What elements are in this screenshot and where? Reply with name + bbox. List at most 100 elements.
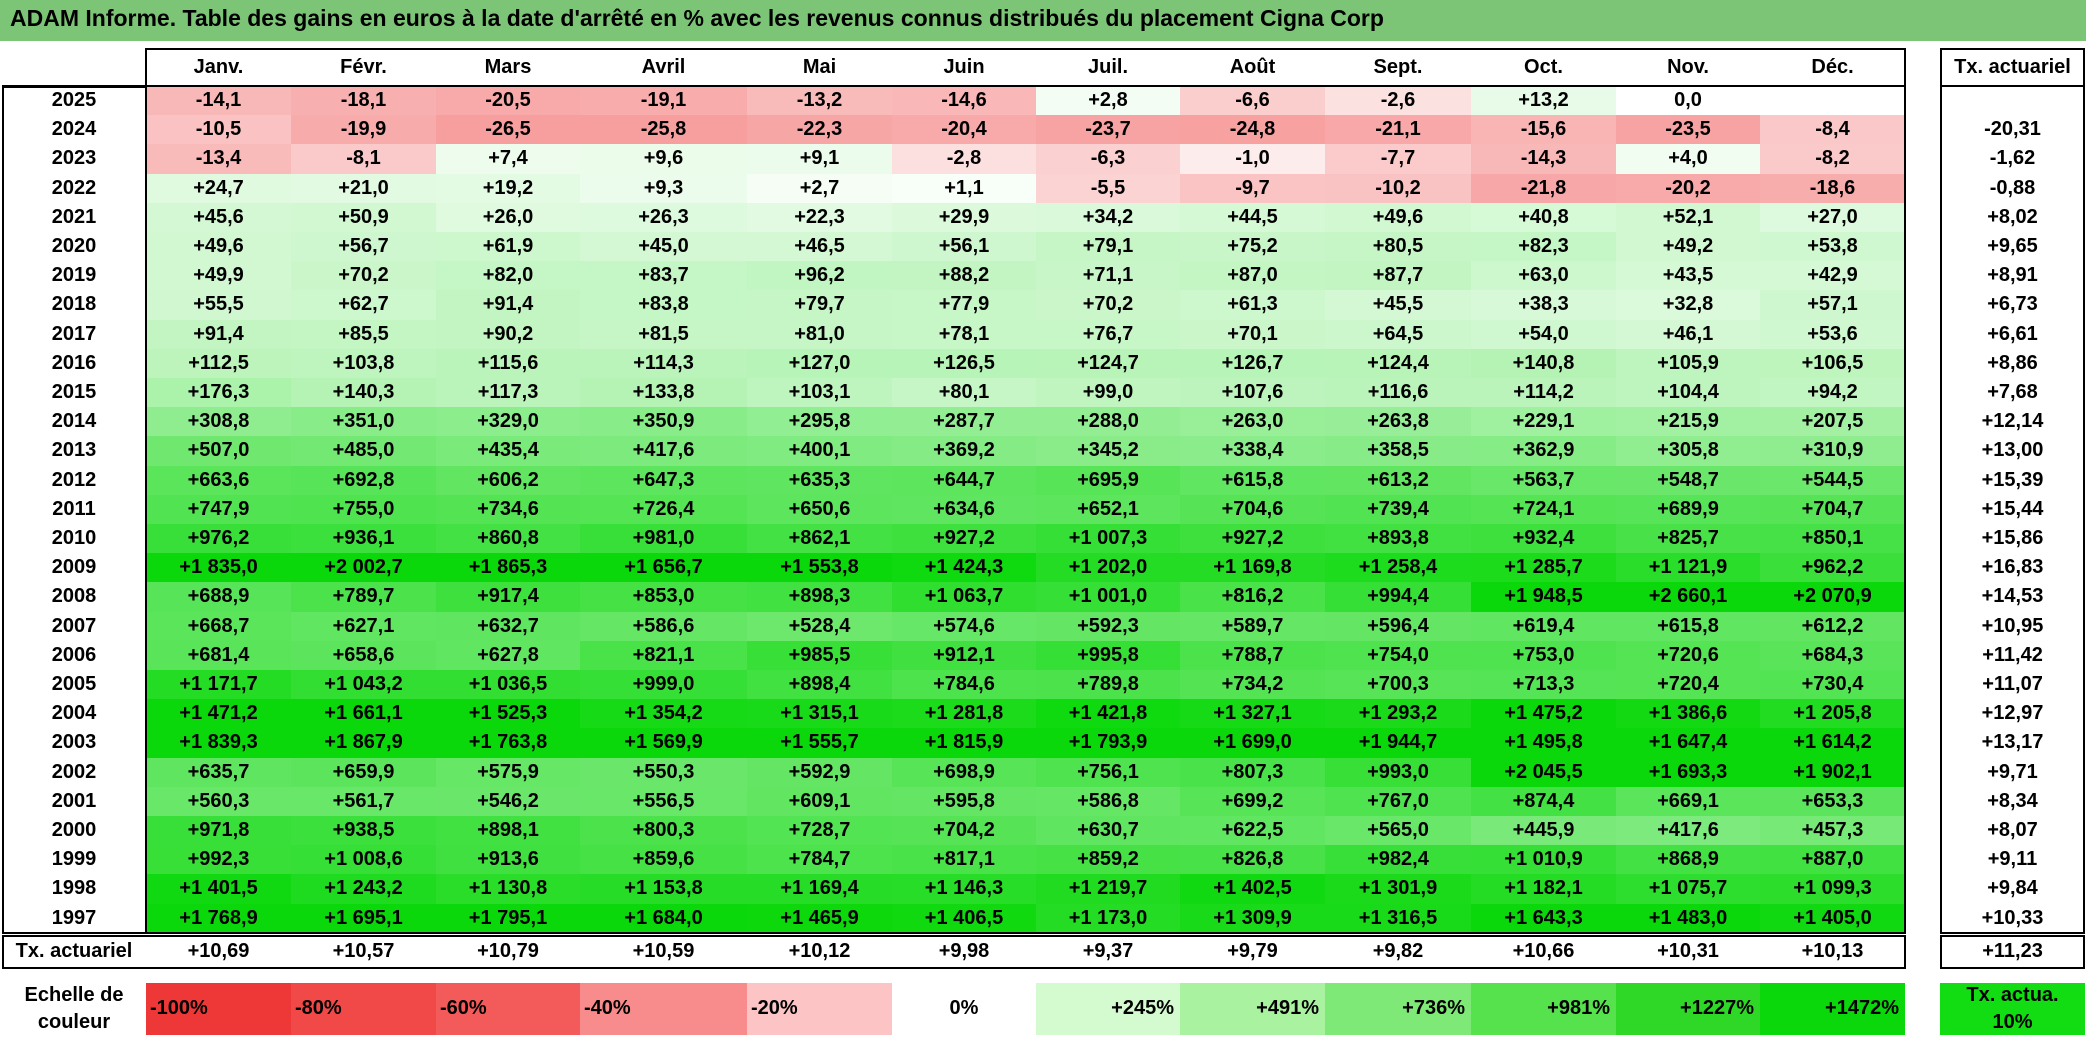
heatmap-cell: +627,8 bbox=[436, 640, 580, 670]
heatmap-cell: +112,5 bbox=[146, 348, 291, 378]
heatmap-cell: +56,7 bbox=[291, 232, 436, 262]
heatmap-cell: +22,3 bbox=[747, 202, 892, 232]
heatmap-cell: +350,9 bbox=[580, 407, 747, 437]
heatmap-cell: +70,2 bbox=[291, 261, 436, 291]
heatmap-cell: +1 793,9 bbox=[1036, 728, 1180, 758]
heatmap-cell: +288,0 bbox=[1036, 407, 1180, 437]
heatmap-cell: +369,2 bbox=[892, 436, 1036, 466]
heatmap-cell: +615,8 bbox=[1180, 465, 1325, 495]
annual-rate-cell: +9,84 bbox=[1987, 877, 2038, 900]
heatmap-cell: -6,6 bbox=[1180, 86, 1325, 116]
heatmap-cell: +49,6 bbox=[146, 232, 291, 262]
heatmap-cell: +310,9 bbox=[1760, 436, 1905, 466]
annual-rate-cell: +11,07 bbox=[1982, 673, 2043, 696]
heatmap-cell: +962,2 bbox=[1760, 553, 1905, 583]
legend-swatch: -40% bbox=[580, 982, 747, 1035]
heatmap-cell: +1,1 bbox=[892, 173, 1036, 203]
heatmap-cell: +2 002,7 bbox=[291, 553, 436, 583]
legend-swatch: +491% bbox=[1180, 982, 1325, 1035]
heatmap-cell: +659,9 bbox=[291, 757, 436, 787]
year-label: 2000 bbox=[51, 819, 97, 842]
heatmap-cell: +79,1 bbox=[1036, 232, 1180, 262]
footer-rate-cell: +10,13 bbox=[1801, 940, 1864, 963]
heatmap-cell: +329,0 bbox=[436, 407, 580, 437]
heatmap-cell: -13,4 bbox=[146, 144, 291, 174]
footer-rate-cell: +10,66 bbox=[1512, 940, 1575, 963]
heatmap-cell: -23,7 bbox=[1036, 115, 1180, 145]
heatmap-cell: -8,2 bbox=[1760, 144, 1905, 174]
heatmap-cell: +622,5 bbox=[1180, 816, 1325, 846]
heatmap-cell: +457,3 bbox=[1760, 816, 1905, 846]
heatmap-cell: +1 647,4 bbox=[1616, 728, 1760, 758]
heatmap-cell: -2,8 bbox=[892, 144, 1036, 174]
year-label: 2022 bbox=[51, 176, 97, 199]
heatmap-cell: +739,4 bbox=[1325, 494, 1471, 524]
annual-rate-cell: +12,14 bbox=[1981, 410, 2044, 433]
heatmap-cell: -21,1 bbox=[1325, 115, 1471, 145]
heatmap-cell: +80,5 bbox=[1325, 232, 1471, 262]
heatmap-cell: +82,0 bbox=[436, 261, 580, 291]
heatmap-cell: +936,1 bbox=[291, 524, 436, 554]
heatmap-cell: +114,2 bbox=[1471, 378, 1616, 408]
heatmap-cell: +103,1 bbox=[747, 378, 892, 408]
heatmap-cell: +54,0 bbox=[1471, 319, 1616, 349]
heatmap-cell: -10,5 bbox=[146, 115, 291, 145]
year-label: 2019 bbox=[51, 264, 97, 287]
heatmap-cell: +546,2 bbox=[436, 786, 580, 816]
heatmap-cell: +595,8 bbox=[892, 786, 1036, 816]
heatmap-cell: +550,3 bbox=[580, 757, 747, 787]
year-label: 2006 bbox=[51, 643, 97, 666]
heatmap-cell: +1 402,5 bbox=[1180, 874, 1325, 904]
year-label: 2014 bbox=[51, 410, 97, 433]
year-label: 2002 bbox=[51, 760, 97, 783]
heatmap-cell: +9,6 bbox=[580, 144, 747, 174]
heatmap-cell: +2 660,1 bbox=[1616, 582, 1760, 612]
heatmap-cell: +1 405,0 bbox=[1760, 903, 1905, 933]
heatmap-cell: +976,2 bbox=[146, 524, 291, 554]
heatmap-cell: +107,6 bbox=[1180, 378, 1325, 408]
heatmap-cell: -23,5 bbox=[1616, 115, 1760, 145]
column-header: Mars bbox=[484, 55, 532, 78]
heatmap-cell: +789,8 bbox=[1036, 670, 1180, 700]
heatmap-cell: +860,8 bbox=[436, 524, 580, 554]
heatmap-cell: +1 421,8 bbox=[1036, 699, 1180, 729]
heatmap-cell: +630,7 bbox=[1036, 816, 1180, 846]
heatmap-cell: +295,8 bbox=[747, 407, 892, 437]
heatmap-cell: +1 001,0 bbox=[1036, 582, 1180, 612]
annual-rate-cell: -0,88 bbox=[1989, 176, 2036, 199]
heatmap-cell: +816,2 bbox=[1180, 582, 1325, 612]
heatmap-cell: +704,2 bbox=[892, 816, 1036, 846]
heatmap-cell: +730,4 bbox=[1760, 670, 1905, 700]
heatmap-cell: +927,2 bbox=[892, 524, 1036, 554]
heatmap-cell: +658,6 bbox=[291, 640, 436, 670]
heatmap-cell: +96,2 bbox=[747, 261, 892, 291]
heatmap-cell: +358,5 bbox=[1325, 436, 1471, 466]
annual-rate-cell: +8,07 bbox=[1987, 819, 2038, 842]
heatmap-cell: +71,1 bbox=[1036, 261, 1180, 291]
footer-label: Tx. actuariel bbox=[15, 940, 133, 963]
heatmap-cell: +995,8 bbox=[1036, 640, 1180, 670]
heatmap-cell: +619,4 bbox=[1471, 611, 1616, 641]
heatmap-cell: +21,0 bbox=[291, 173, 436, 203]
column-header: Avril bbox=[641, 55, 686, 78]
annual-rate-cell: +8,91 bbox=[1987, 264, 2038, 287]
footer-rate-cell: +10,57 bbox=[332, 940, 395, 963]
annual-rate-cell: +8,34 bbox=[1987, 789, 2038, 812]
heatmap-cell: +1 555,7 bbox=[747, 728, 892, 758]
heatmap-cell: +632,7 bbox=[436, 611, 580, 641]
heatmap-cell: +2,7 bbox=[747, 173, 892, 203]
heatmap-cell: +692,8 bbox=[291, 465, 436, 495]
legend-swatch: -80% bbox=[291, 982, 436, 1035]
heatmap-cell: +46,1 bbox=[1616, 319, 1760, 349]
heatmap-cell: +106,5 bbox=[1760, 348, 1905, 378]
column-header: Juin bbox=[943, 55, 985, 78]
annual-rate-cell: +6,61 bbox=[1987, 322, 2038, 345]
heatmap-cell: +2,8 bbox=[1036, 86, 1180, 116]
annual-rate-cell: +13,17 bbox=[1981, 731, 2044, 754]
heatmap-cell: +26,0 bbox=[436, 202, 580, 232]
heatmap-cell: +653,3 bbox=[1760, 786, 1905, 816]
heatmap-cell: +992,3 bbox=[146, 845, 291, 875]
footer-rate-cell: +9,79 bbox=[1227, 940, 1278, 963]
heatmap-cell: +1 495,8 bbox=[1471, 728, 1616, 758]
